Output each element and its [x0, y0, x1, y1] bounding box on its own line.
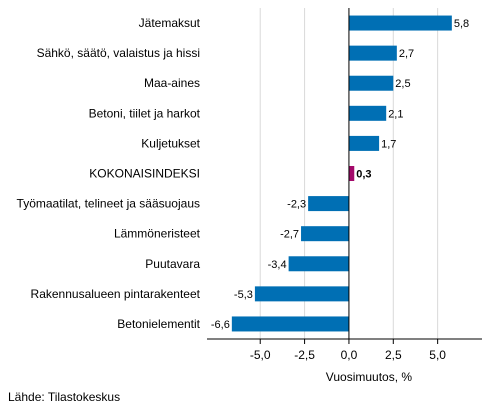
- bar: [348, 15, 452, 31]
- bar: [348, 166, 355, 181]
- bar: [348, 75, 394, 91]
- category-label: Maa-aines: [144, 76, 200, 90]
- category-label: Rakennusalueen pintarakenteet: [31, 287, 201, 301]
- bar: [288, 256, 349, 272]
- category-label: Lämmöneristeet: [114, 227, 201, 241]
- bar: [231, 316, 349, 332]
- x-axis-title: Vuosimuutos, %: [326, 370, 413, 384]
- category-label: Betoni, tiilet ja harkot: [89, 106, 201, 120]
- x-tick-label: 0,0: [341, 348, 358, 362]
- data-label: 0,3: [356, 169, 371, 181]
- source-note: Lähde: Tilastokeskus: [8, 390, 121, 404]
- category-label: Puutavara: [145, 257, 200, 271]
- data-label: 2,5: [395, 78, 410, 90]
- category-label: KOKONAISINDEKSI: [89, 167, 200, 181]
- bar: [348, 135, 380, 151]
- bar: [254, 286, 349, 302]
- data-label: -5,3: [234, 289, 253, 301]
- bar: [348, 45, 397, 61]
- data-label: 2,7: [399, 48, 414, 60]
- data-label: 5,8: [454, 18, 469, 30]
- category-label: Betonielementit: [117, 317, 200, 331]
- data-label: -2,3: [287, 199, 306, 211]
- data-label: 2,1: [388, 108, 403, 120]
- bar: [308, 196, 349, 212]
- data-label: 1,7: [381, 138, 396, 150]
- x-tick-label: -2,5: [294, 348, 315, 362]
- bar: [348, 105, 387, 121]
- data-label: -2,7: [280, 229, 299, 241]
- category-label: Jätemaksut: [139, 16, 201, 30]
- category-label: Työmaatilat, telineet ja sääsuojaus: [17, 197, 200, 211]
- category-label: Kuljetukset: [141, 136, 200, 150]
- x-tick-label: 5,0: [429, 348, 446, 362]
- category-label: Sähkö, säätö, valaistus ja hissi: [37, 46, 200, 60]
- data-label: -3,4: [268, 259, 287, 271]
- bar: [301, 226, 349, 242]
- x-tick-label: 2,5: [385, 348, 402, 362]
- data-label: -6,6: [211, 319, 230, 331]
- x-tick-label: -5,0: [250, 348, 271, 362]
